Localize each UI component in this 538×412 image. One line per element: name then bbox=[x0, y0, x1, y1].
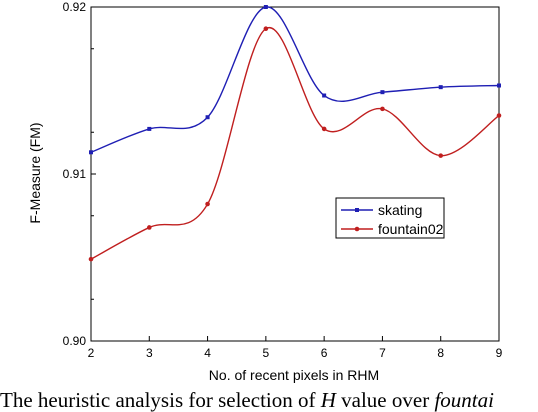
x-axis-label: No. of recent pixels in RHM bbox=[209, 367, 379, 383]
x-tick-label: 3 bbox=[146, 346, 153, 360]
y-tick-label: 0.91 bbox=[63, 167, 87, 181]
y-axis-label: F-Measure (FM) bbox=[27, 122, 43, 223]
y-tick-label: 0.90 bbox=[63, 334, 87, 348]
x-tick-label: 2 bbox=[88, 346, 95, 360]
caption-variable: H bbox=[320, 388, 336, 412]
data-point-fountain02 bbox=[380, 106, 385, 112]
y-axis-ticks: 0.90 0.91 0.92 bbox=[63, 0, 96, 348]
figure-caption: The heuristic analysis for selection of … bbox=[0, 388, 538, 412]
data-point-skating bbox=[147, 126, 152, 131]
data-point-skating bbox=[438, 85, 443, 90]
data-point-skating bbox=[322, 93, 327, 98]
x-axis-ticks: 2 3 4 5 6 7 8 9 bbox=[88, 336, 503, 360]
chart-axes bbox=[90, 6, 500, 342]
data-point-fountain02 bbox=[263, 26, 269, 32]
y-tick-label: 0.92 bbox=[63, 0, 87, 14]
legend-box bbox=[335, 197, 445, 239]
x-tick-label: 9 bbox=[496, 346, 503, 360]
data-point-fountain02 bbox=[146, 225, 152, 230]
data-point-fountain02 bbox=[205, 201, 210, 207]
data-point-skating bbox=[263, 5, 268, 9]
legend-label-skating: skating bbox=[378, 202, 422, 218]
caption-text-2: value over bbox=[335, 388, 435, 412]
caption-text-1: The heuristic analysis for selection of bbox=[0, 388, 321, 412]
x-tick-label: 7 bbox=[379, 346, 386, 360]
chart-series bbox=[88, 5, 502, 262]
data-point-skating bbox=[89, 150, 93, 155]
data-point-skating bbox=[380, 90, 385, 95]
chart-legend: skating fountain02 bbox=[335, 197, 445, 239]
data-point-fountain02 bbox=[321, 126, 327, 132]
data-point-skating bbox=[497, 83, 501, 88]
legend-marker-skating bbox=[355, 208, 359, 212]
x-tick-label: 8 bbox=[437, 346, 444, 360]
caption-dataset: fountai bbox=[434, 388, 494, 412]
legend-label-fountain02: fountain02 bbox=[378, 221, 444, 237]
series-line-skating bbox=[90, 6, 500, 153]
x-tick-label: 4 bbox=[204, 346, 211, 360]
x-tick-label: 5 bbox=[263, 346, 270, 360]
data-point-fountain02 bbox=[496, 113, 502, 118]
data-point-fountain02 bbox=[88, 256, 94, 262]
line-chart: 0.90 0.91 0.92 2 3 4 5 6 7 8 9 No. of recent pixe… bbox=[27, 0, 503, 383]
series-line-fountain02 bbox=[90, 27, 500, 260]
x-tick-label: 6 bbox=[321, 346, 328, 360]
data-point-fountain02 bbox=[438, 153, 444, 158]
data-point-skating bbox=[205, 115, 210, 120]
legend-marker-fountain02 bbox=[354, 226, 360, 232]
plot-frame bbox=[90, 6, 500, 342]
